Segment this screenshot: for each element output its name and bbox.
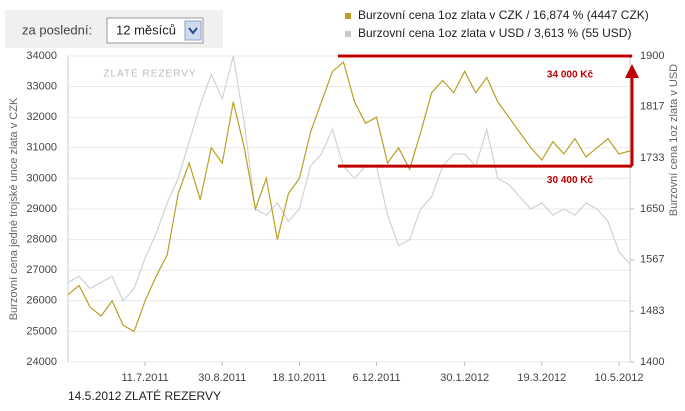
y-tick-label: 25000 [26,325,57,337]
legend-swatch [345,31,351,37]
y-tick-label: 34000 [26,50,57,62]
footer: 14.5.2012 ZLATÉ REZERVY [68,388,221,403]
y-tick-label: 33000 [26,81,57,93]
line-series [67,55,631,302]
period-label: za poslední: [22,22,92,37]
legend-label: Burzovní cena 1oz zlata v CZK / 16,874 %… [358,8,649,22]
annotation-label: 34 000 Kč [547,70,594,81]
y2-tick-label: 1650 [640,203,664,215]
y2-tick-label: 1483 [640,305,664,317]
x-tick-label: 18.10.2011 [272,372,326,384]
period-select[interactable]: 12 měsíců [106,17,204,44]
x-tick-label: 6.12.2011 [352,372,400,384]
x-tick-label: 30.8.2011 [198,372,246,384]
x-tick-label: 10.5.2012 [595,372,644,384]
y-tick-label: 32000 [26,111,57,123]
y-tick-label: 24000 [26,356,57,368]
x-tick-label: 11.7.2011 [121,372,168,384]
annotation-arrowhead [625,64,639,78]
y2-tick-label: 1567 [640,254,664,266]
legend-label: Burzovní cena 1oz zlata v USD / 3,613 % … [358,26,631,40]
y-tick-label: 27000 [26,264,57,276]
legend-swatch [345,13,351,19]
x-tick-label: 19.3.2012 [517,372,566,384]
y2-tick-label: 1733 [640,152,664,164]
annotation-label: 30 400 Kč [547,175,594,186]
y-tick-label: 31000 [26,142,57,154]
y-tick-label: 26000 [26,295,57,307]
select-value[interactable]: 12 měsíců [116,22,176,37]
x-tick-label: 30.1.2012 [440,372,489,384]
y-tick-label: 29000 [26,203,57,215]
y-tick-label: 28000 [26,234,57,246]
select-arrow [188,27,198,35]
watermark: ZLATÉ REZERVY [103,67,196,80]
y2-tick-label: 1900 [640,50,664,62]
select-button[interactable] [184,20,202,41]
line-series [67,61,631,333]
y-tick-label: 30000 [26,172,57,184]
y2-axis-title: Burzovní cena 1oz zlata v USD [668,64,680,216]
y-axis-title: Burzovní cena jedné trojské unce zlata v… [8,97,20,320]
y2-tick-label: 1817 [640,101,664,113]
y2-tick-label: 1400 [640,356,664,368]
